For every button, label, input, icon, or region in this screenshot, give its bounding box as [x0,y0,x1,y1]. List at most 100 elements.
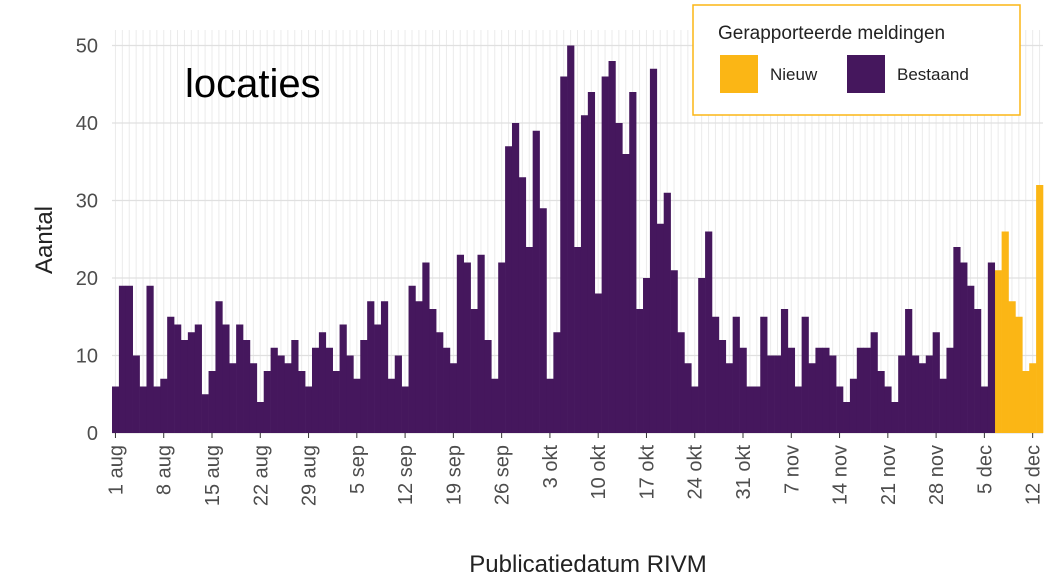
bar [629,92,637,433]
legend-title: Gerapporteerde meldingen [718,23,945,44]
bar [608,61,616,433]
bar [698,278,706,433]
bar [711,316,720,433]
bar [484,340,492,433]
bar [443,347,451,433]
bar [463,262,471,433]
bar [305,386,313,433]
bar [401,386,409,433]
x-tick-label: 19 sep [443,445,465,505]
bar [1015,316,1023,433]
bar [243,340,251,433]
bar [187,332,196,433]
bar [774,355,782,433]
bar [780,309,789,433]
legend-swatch [720,55,758,93]
bar [1001,231,1009,433]
bar [560,76,568,433]
bar [967,285,975,433]
x-tick-label: 26 sep [492,445,514,505]
bar [1008,301,1016,433]
bar [201,394,209,433]
bar [808,363,816,433]
bar [705,231,713,433]
bar [794,386,802,433]
bar [429,309,437,433]
bar [601,76,609,433]
bar [470,309,478,433]
bar [325,347,333,433]
bar [670,270,678,433]
bar [415,301,423,433]
x-tick-label: 1 aug [105,445,127,495]
bar [436,332,444,433]
x-tick-label: 8 aug [154,445,176,495]
bar [946,347,954,433]
y-tick-label: 10 [76,346,98,368]
bar [139,386,147,433]
bar [580,115,589,433]
bar [553,332,561,433]
bar [877,371,885,433]
bar [277,355,285,433]
bar [891,402,899,433]
bar [574,247,582,433]
x-tick-label: 17 okt [636,445,658,500]
bar [229,363,237,433]
bar [925,355,933,433]
bar [360,340,368,433]
bar [677,332,685,433]
bar [656,223,665,433]
bar [332,371,340,433]
bar [932,332,940,433]
bar [746,386,754,433]
x-tick-label: 15 aug [202,445,224,506]
bar [843,402,851,433]
bar [1022,371,1030,433]
bar [291,340,299,433]
bar [353,378,361,433]
bar [318,332,327,433]
bar [153,386,161,433]
y-tick-label: 40 [76,113,98,135]
annotation: locaties [185,62,321,106]
bar [208,371,216,433]
bar [594,293,602,433]
bar [622,154,630,433]
bar [760,316,768,433]
bar [367,301,375,433]
bar [636,309,644,433]
x-tick-label: 28 nov [926,445,948,505]
bar [167,316,175,433]
bar [498,262,506,433]
bar [829,355,837,433]
bar [1036,185,1044,433]
bar [374,324,382,433]
bar [236,324,244,433]
bar [649,68,658,433]
bar [587,92,596,433]
legend-label: Nieuw [770,65,818,84]
bar [939,378,947,433]
x-tick-label: 22 aug [250,445,272,506]
bar [836,386,844,433]
axes: 0 10 20 30 40 50 1 aug 8 aug 15 aug 22 aug 29 aug 5… [76,36,1045,507]
bar [787,347,796,433]
bar [311,347,320,433]
bar [918,363,927,433]
bar [284,363,292,433]
bar [518,177,527,433]
bar [380,301,389,433]
bar [249,363,258,433]
bar [174,324,182,433]
bar [298,371,306,433]
legend-label: Bestaand [897,65,969,84]
bar [194,324,202,433]
x-tick-label: 12 dec [1023,445,1045,505]
bar [1029,363,1037,433]
x-tick-label: 31 okt [733,445,755,500]
x-tick-label: 5 sep [347,445,369,494]
bar [849,378,858,433]
